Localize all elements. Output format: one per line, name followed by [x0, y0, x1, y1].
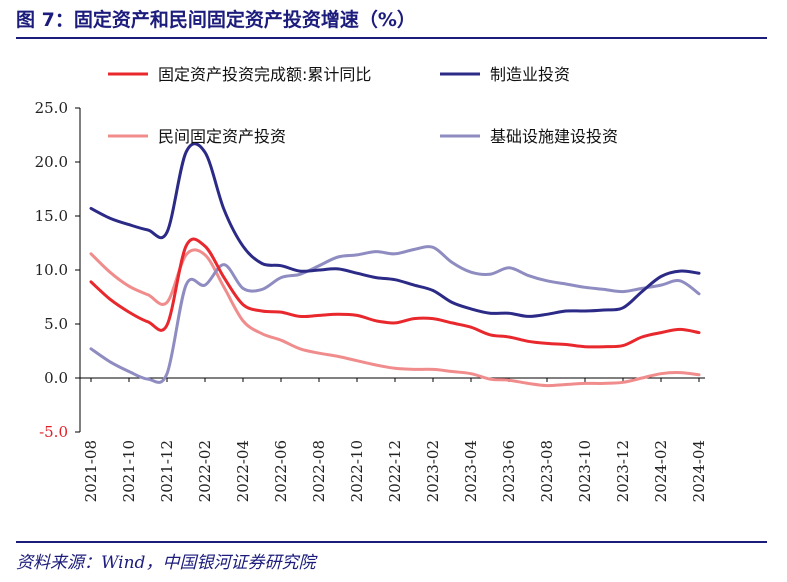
title-rule	[16, 37, 767, 39]
line-chart: 25.0 20.0 15.0 10.0 5.0 0.0 -5.0 2021-08 2021-10…	[35, 65, 708, 502]
x-tick-label: 2022-12	[386, 440, 404, 502]
y-tick-label: 0.0	[44, 369, 68, 387]
source-rule	[16, 541, 767, 543]
chart-series	[89, 142, 701, 388]
x-tick-label: 2022-08	[310, 440, 328, 502]
y-tick-label: -5.0	[39, 423, 68, 441]
legend-label-3: 基础设施建设投资	[490, 127, 618, 146]
x-tick-label: 2022-10	[348, 440, 366, 502]
series-line-0	[89, 237, 701, 349]
x-tick-label: 2023-02	[424, 440, 442, 502]
x-tick-label: 2024-04	[690, 440, 708, 502]
series-line-2	[89, 248, 701, 388]
y-tick-label: 5.0	[44, 315, 68, 333]
x-tick-label: 2023-06	[500, 440, 518, 502]
y-tick-label: 25.0	[35, 99, 68, 117]
x-tick-label: 2022-06	[272, 440, 290, 502]
x-tick-label: 2021-12	[158, 440, 176, 502]
legend-label-2: 民间固定资产投资	[158, 127, 286, 146]
x-tick-label: 2023-04	[462, 440, 480, 502]
y-tick-label: 15.0	[35, 207, 68, 225]
y-tick-label: 10.0	[35, 261, 68, 279]
x-tick-label: 2021-08	[82, 440, 100, 502]
x-tick-label: 2023-08	[538, 440, 556, 502]
chart-axes: 25.0 20.0 15.0 10.0 5.0 0.0 -5.0 2021-08 2021-10…	[35, 99, 708, 502]
x-tick-label: 2023-10	[576, 440, 594, 502]
x-tick-label: 2022-04	[234, 440, 252, 502]
chart-title: 图 7：固定资产和民间固定资产投资增速（%）	[16, 9, 416, 31]
x-tick-label: 2022-02	[196, 440, 214, 502]
legend-label-0: 固定资产投资完成额:累计同比	[158, 65, 371, 84]
x-tick-label: 2021-10	[120, 440, 138, 502]
legend-label-1: 制造业投资	[490, 65, 570, 84]
x-tick-label: 2024-02	[652, 440, 670, 502]
series-line-1	[89, 142, 701, 318]
series-line-3	[89, 245, 701, 384]
x-tick-label: 2023-12	[614, 440, 632, 502]
source-note: 资料来源：Wind，中国银河证券研究院	[16, 553, 316, 573]
y-tick-label: 20.0	[35, 153, 68, 171]
